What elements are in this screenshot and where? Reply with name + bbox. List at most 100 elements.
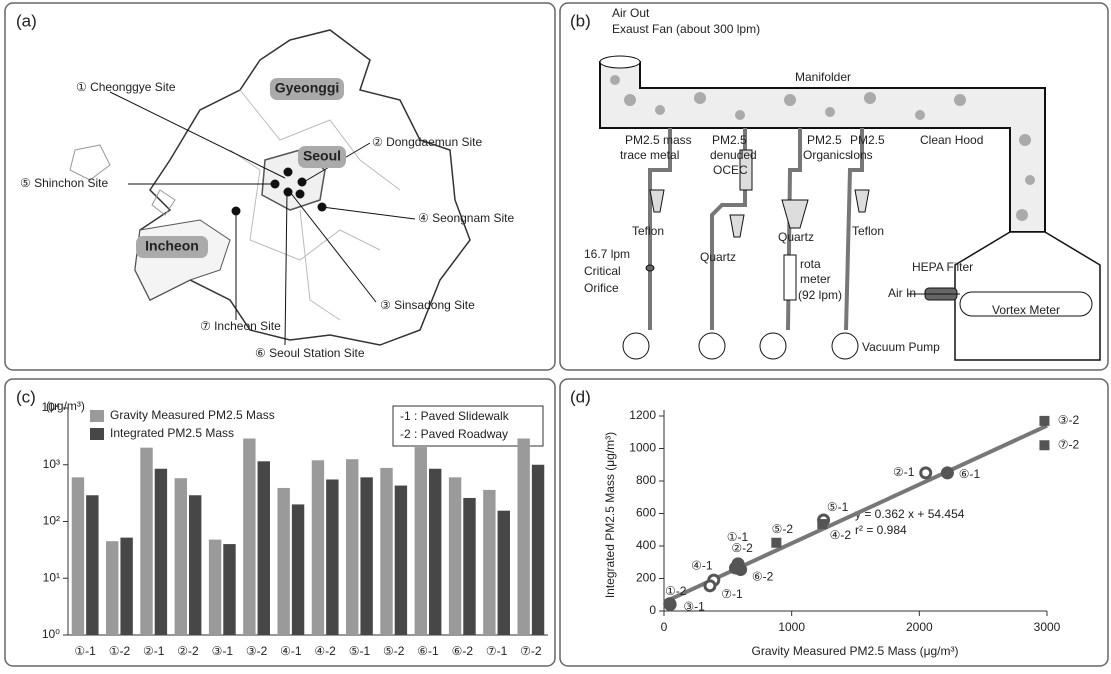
y-tick-label: 1200 xyxy=(629,408,656,422)
x-tick-label: ⑥-2 xyxy=(452,644,474,658)
point-label: ①-1 xyxy=(727,530,749,544)
point-label: ③-1 xyxy=(683,600,705,614)
x-tick-label: 0 xyxy=(661,620,668,634)
point xyxy=(703,579,717,593)
site-label: ④ Seongnam Site xyxy=(418,211,514,225)
legend-label: Integrated PM2.5 Mass xyxy=(110,426,234,440)
panel-label: (b) xyxy=(570,11,591,30)
point-label: ②-2 xyxy=(731,541,753,555)
point xyxy=(663,598,677,611)
label: Exaust Fan (about 300 lpm) xyxy=(612,22,760,36)
y-tick-label: 10⁴ xyxy=(41,400,60,414)
y-tick-label: 0 xyxy=(649,603,656,617)
panel-label: (d) xyxy=(570,387,591,406)
x-tick-label: ⑦-1 xyxy=(486,644,508,658)
bar xyxy=(189,495,202,635)
x-tick-label: ③-1 xyxy=(212,644,234,658)
y-tick-label: 800 xyxy=(636,473,656,487)
bar xyxy=(208,539,222,635)
bar xyxy=(463,497,476,635)
label: Ions xyxy=(850,148,873,162)
point-label: ⑤-1 xyxy=(827,500,849,514)
x-tick-label: ④-2 xyxy=(314,644,336,658)
bar xyxy=(154,468,168,635)
label: Vacuum Pump xyxy=(862,340,940,354)
label: Quartz xyxy=(778,230,814,244)
bar xyxy=(414,447,427,635)
bar xyxy=(517,438,530,635)
annotation: y = 0.362 x + 54.454 xyxy=(855,507,965,521)
site-label: ⑤ Shinchon Site xyxy=(20,176,108,190)
bar xyxy=(311,460,325,635)
point-label: ⑦-1 xyxy=(721,587,743,601)
label: HEPA Filter xyxy=(912,260,973,274)
sampler-diagram: Air Out Exaust Fan (about 300 lpm) Manif… xyxy=(584,6,1101,361)
x-tick-label: ⑤-2 xyxy=(383,644,405,658)
label: denuded xyxy=(710,148,757,162)
point xyxy=(1039,440,1050,451)
x-tick-label: 1000 xyxy=(778,620,805,634)
label: 16.7 lpm xyxy=(584,247,630,261)
bar xyxy=(326,479,339,635)
map: Gyeonggi Seoul Incheon ① Cheonggye Site … xyxy=(20,29,514,360)
legend-swatch xyxy=(90,428,104,440)
bar xyxy=(497,510,510,635)
annotation: r² = 0.984 xyxy=(855,523,907,537)
label: Teflon xyxy=(632,224,664,238)
bar xyxy=(429,468,442,635)
point-label: ③-2 xyxy=(1058,413,1080,427)
region-label: Gyeonggi xyxy=(275,80,340,96)
bar xyxy=(483,489,496,635)
y-tick-label: 10¹ xyxy=(43,570,60,584)
point xyxy=(771,537,782,548)
y-tick-label: 200 xyxy=(636,571,656,585)
point xyxy=(940,466,954,480)
label: (92 lpm) xyxy=(798,288,842,302)
bar xyxy=(86,495,99,635)
label: rota xyxy=(800,257,821,271)
bar xyxy=(394,485,408,635)
point-label: ①-2 xyxy=(665,584,687,598)
point xyxy=(1039,415,1050,426)
x-axis-title: Gravity Measured PM2.5 Mass (μg/m³) xyxy=(752,644,959,658)
bar xyxy=(360,477,373,635)
site-label: ① Cheonggye Site xyxy=(76,80,176,94)
y-axis-title: Integrated PM2.5 Mass (μg/m³) xyxy=(603,432,617,598)
label: trace metal xyxy=(620,148,679,162)
site-label: ② Dongdaemun Site xyxy=(372,135,482,149)
bar xyxy=(448,477,462,635)
y-tick-label: 10² xyxy=(43,514,60,528)
label: Air Out xyxy=(612,6,650,20)
bar xyxy=(346,459,359,635)
bar xyxy=(531,464,545,635)
fit-line xyxy=(663,423,1048,604)
region-label: Incheon xyxy=(145,238,199,254)
point-label: ②-1 xyxy=(893,465,915,479)
x-tick-label: ④-1 xyxy=(280,644,302,658)
point-label: ⑥-2 xyxy=(752,570,774,584)
x-tick-label: ③-2 xyxy=(246,644,268,658)
y-tick-label: 10⁰ xyxy=(42,627,60,641)
y-unit: (μg/m³) xyxy=(46,399,85,413)
point-label: ⑦-2 xyxy=(1058,437,1080,451)
site-label: ⑥ Seoul Station Site xyxy=(255,346,365,360)
x-tick-label: ①-1 xyxy=(74,644,96,658)
label: PM2.5 xyxy=(712,133,747,147)
label: Teflon xyxy=(852,224,884,238)
point-label: ④-2 xyxy=(830,528,852,542)
x-tick-label: ⑥-1 xyxy=(417,644,439,658)
y-tick-label: 400 xyxy=(636,538,656,552)
bar xyxy=(140,447,153,635)
point-label: ⑤-2 xyxy=(772,522,794,536)
bar xyxy=(223,544,236,635)
label: Quartz xyxy=(700,250,736,264)
x-tick-label: 2000 xyxy=(906,620,933,634)
label: Air In xyxy=(888,286,916,300)
y-tick-label: 1000 xyxy=(629,441,656,455)
panel-frames xyxy=(4,2,1109,667)
label: OCEC xyxy=(713,163,748,177)
bar xyxy=(71,477,85,635)
label: PM2.5 xyxy=(807,133,842,147)
panel-label: (c) xyxy=(16,387,36,406)
bar xyxy=(243,438,256,635)
